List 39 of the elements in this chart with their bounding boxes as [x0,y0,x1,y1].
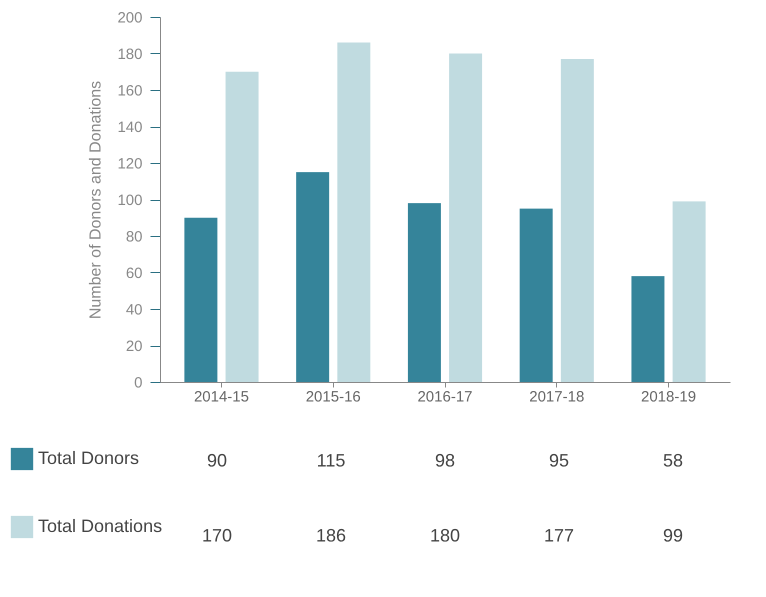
x-tick-label: 2015-16 [306,388,361,406]
bar [408,203,441,382]
bar [560,58,594,382]
y-tick-label: 100 [117,192,142,209]
legend-label: Total Donors [38,448,140,468]
x-tick-label: 2017-18 [529,388,584,406]
y-tick-label: 180 [117,46,142,63]
x-tick-label: 2018-19 [641,388,696,406]
bar [672,201,706,382]
data-label: 98 [434,450,456,470]
bar [184,218,218,382]
data-label: 58 [662,450,684,470]
y-tick-label: 140 [117,119,142,136]
y-tick-label: 40 [126,302,142,318]
y-tick-label: 0 [134,374,142,392]
bar [296,172,330,382]
y-tick-label: 80 [126,228,142,246]
y-tick-label: 160 [117,82,142,100]
data-label: 90 [206,450,228,470]
bar [631,276,664,382]
x-tick-label: 2016-17 [417,388,473,406]
data-label: 177 [544,526,574,546]
bar [226,72,259,382]
y-tick-label: 60 [126,265,142,282]
legend-label: Total Donations [38,516,162,536]
data-label: 180 [430,526,460,546]
bar [449,54,482,382]
data-label: 99 [662,526,684,546]
data-label: 186 [316,526,346,546]
x-tick-label: 2014-15 [194,388,249,406]
bar [337,42,370,382]
y-tick-label: 120 [117,156,142,172]
y-axis-title: Number of Donors and Donations [87,80,104,320]
data-label: 95 [548,450,570,470]
data-label: 115 [316,450,346,470]
y-tick-label: 20 [126,338,142,355]
data-label: 170 [202,526,232,546]
bar [520,208,553,382]
y-tick-label: 200 [117,10,142,26]
